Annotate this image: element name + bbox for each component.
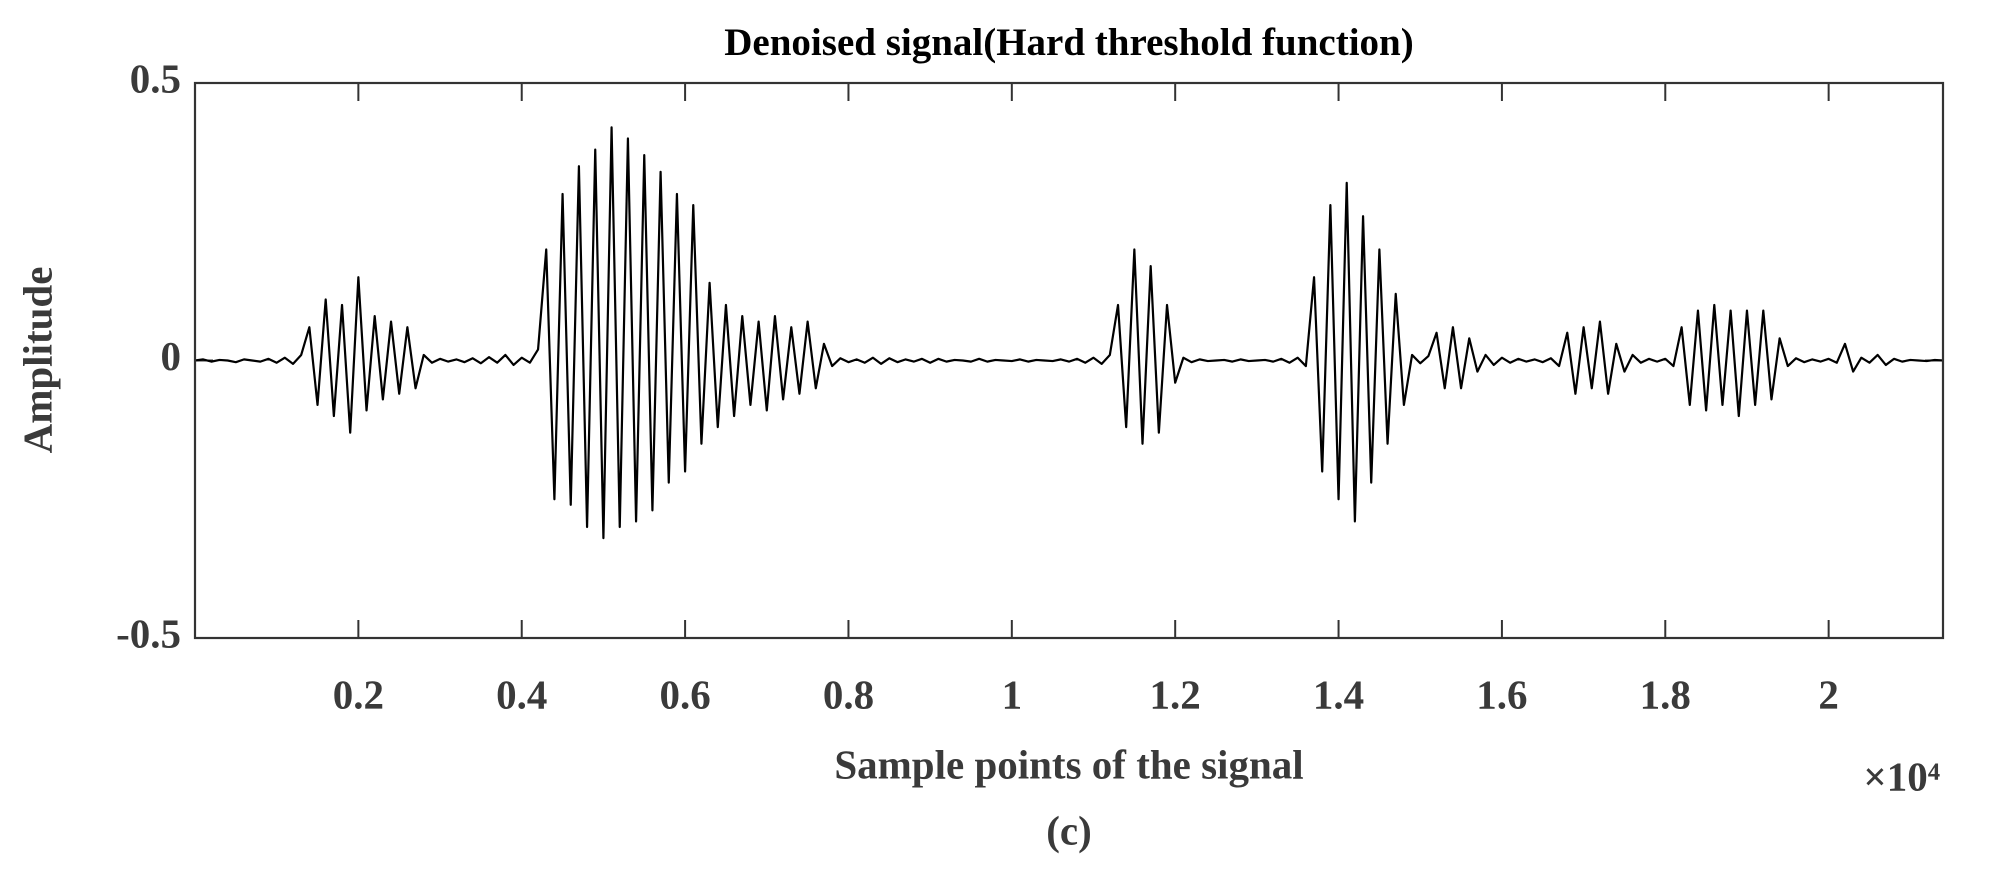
x-tick-label: 1.2 [1150, 671, 1201, 717]
signal-line [194, 126, 1944, 540]
x-tick-label: 0.6 [659, 671, 710, 717]
x-tick-label: 1.8 [1640, 671, 1691, 717]
x-tick-label: 1.6 [1476, 671, 1527, 717]
x-axis-label: Sample points of the signal [834, 741, 1303, 787]
x-tick-label: 0.4 [496, 671, 547, 717]
x-tick-label: 1.4 [1313, 671, 1364, 717]
y-axis-label: Amplitude [14, 267, 60, 454]
y-tick-label: -0.5 [116, 610, 181, 656]
x-tick-label: 1 [1002, 671, 1023, 717]
y-tick-label: 0.5 [130, 55, 181, 101]
chart-title: Denoised signal(Hard threshold function) [724, 21, 1413, 64]
x-tick-label: 0.8 [823, 671, 874, 717]
y-tick-label: 0 [161, 333, 182, 379]
caption: (c) [1046, 807, 1092, 853]
x-tick-label: 2 [1818, 671, 1839, 717]
x-tick-label: 0.2 [333, 671, 384, 717]
x-multiplier: ×10⁴ [1863, 753, 1940, 799]
plot-frame [193, 81, 1945, 640]
